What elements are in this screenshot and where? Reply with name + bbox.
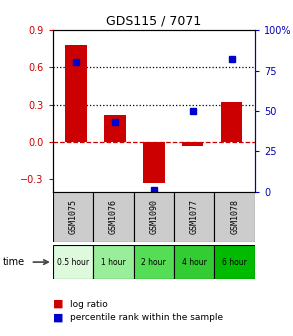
Bar [104,115,126,142]
Text: time: time [3,257,25,267]
Bar [182,142,203,145]
Text: 0.5 hour: 0.5 hour [57,258,89,266]
Bar [214,245,255,279]
Text: percentile rank within the sample: percentile rank within the sample [70,313,224,322]
Bar [174,192,214,242]
Bar [65,45,87,142]
Bar [93,245,134,279]
Bar [214,192,255,242]
Text: GSM1090: GSM1090 [149,199,158,234]
Text: 2 hour: 2 hour [142,258,166,266]
Bar [134,245,174,279]
Bar [174,245,214,279]
Text: 1 hour: 1 hour [101,258,126,266]
Text: 4 hour: 4 hour [182,258,207,266]
Text: 6 hour: 6 hour [222,258,247,266]
Text: log ratio: log ratio [70,300,108,308]
Bar [53,245,93,279]
Bar [143,142,164,183]
Bar [221,102,242,142]
Text: GSM1078: GSM1078 [230,199,239,234]
Text: GSM1076: GSM1076 [109,199,118,234]
Text: ■: ■ [53,299,63,309]
Text: GSM1077: GSM1077 [190,199,199,234]
Bar [53,192,93,242]
Text: GSM1075: GSM1075 [69,199,77,234]
Bar [134,192,174,242]
Text: ■: ■ [53,312,63,323]
Title: GDS115 / 7071: GDS115 / 7071 [106,15,202,28]
Bar [93,192,134,242]
